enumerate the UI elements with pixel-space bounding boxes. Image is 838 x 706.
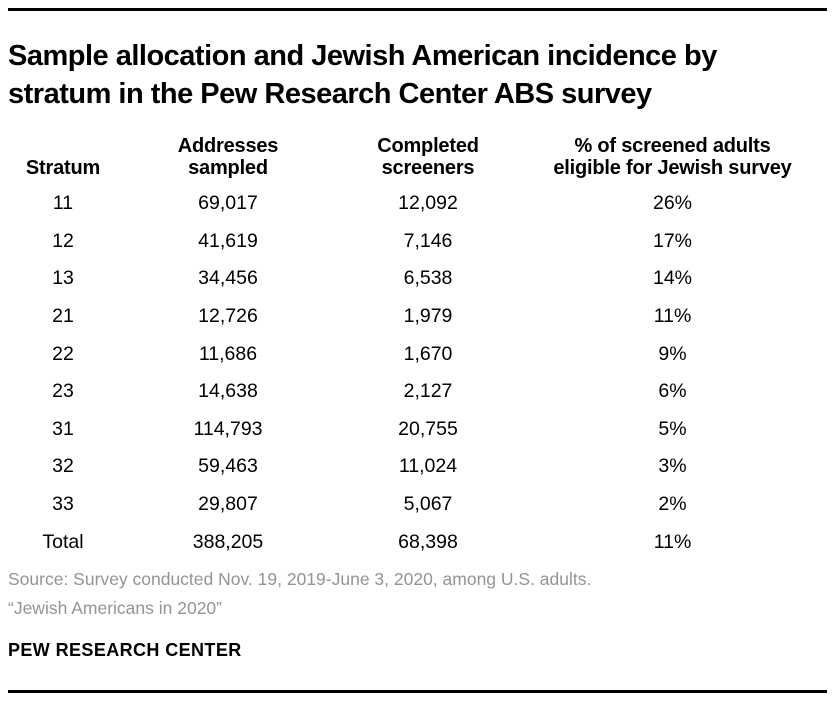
completed-screeners-cell: 1,979 (403, 305, 453, 328)
column-header-pct-eligible: % of screened adults eligible for Jewish… (553, 135, 792, 179)
completed-screeners-cell: 2,127 (403, 380, 453, 403)
report-title: “Jewish Americans in 2020” (8, 598, 222, 619)
completed-screeners-cell: 20,755 (398, 417, 458, 440)
addresses-sampled-cell: 29,807 (198, 493, 258, 516)
table-row: 22 11,686 1,670 9% (8, 335, 827, 373)
addresses-sampled-cell: 59,463 (198, 455, 258, 478)
table-row: 32 59,463 11,024 3% (8, 448, 827, 486)
pct-eligible-cell: 11% (653, 305, 692, 328)
table-row: Total 388,205 68,398 11% (8, 523, 827, 561)
completed-screeners-cell: 68,398 (398, 530, 458, 553)
stratum-cell: 12 (52, 229, 74, 252)
top-rule (8, 8, 827, 11)
addresses-sampled-cell: 114,793 (193, 417, 263, 440)
addresses-sampled-cell: 388,205 (192, 530, 264, 553)
column-header-stratum: Stratum (25, 157, 101, 179)
addresses-sampled-cell: 14,638 (198, 380, 258, 403)
completed-screeners-cell: 1,670 (403, 342, 453, 365)
completed-screeners-cell: 7,146 (403, 229, 453, 252)
addresses-sampled-cell: 12,726 (198, 305, 258, 328)
addresses-sampled-cell: 11,686 (198, 342, 258, 365)
stratum-cell: 13 (52, 267, 74, 290)
table-row: 12 41,619 7,146 17% (8, 223, 827, 261)
data-table: Stratum Addresses sampled Completed scre… (8, 135, 827, 561)
brand-wordmark: PEW RESEARCH CENTER (8, 639, 242, 660)
stratum-cell: 11 (52, 192, 74, 215)
stratum-cell: Total (42, 530, 84, 553)
completed-screeners-cell: 11,024 (398, 455, 458, 478)
bottom-rule (8, 690, 827, 693)
addresses-sampled-cell: 41,619 (198, 229, 258, 252)
pct-eligible-cell: 5% (658, 417, 687, 440)
table-row: 33 29,807 5,067 2% (8, 486, 827, 524)
column-header-addresses-sampled: Addresses sampled (177, 135, 279, 179)
table-body: 11 69,017 12,092 26% 12 41,619 7,146 17%… (8, 185, 827, 561)
table-row: 21 12,726 1,979 11% (8, 298, 827, 336)
stratum-cell: 21 (52, 305, 74, 328)
table-header-row: Stratum Addresses sampled Completed scre… (8, 135, 827, 185)
completed-screeners-cell: 5,067 (403, 493, 453, 516)
completed-screeners-cell: 12,092 (398, 192, 458, 215)
stratum-cell: 32 (52, 455, 74, 478)
pct-eligible-cell: 11% (653, 530, 692, 553)
stratum-cell: 33 (52, 493, 74, 516)
table-row: 13 34,456 6,538 14% (8, 260, 827, 298)
pct-eligible-cell: 14% (652, 267, 693, 290)
pct-eligible-cell: 3% (658, 455, 687, 478)
pct-eligible-cell: 17% (652, 229, 693, 252)
addresses-sampled-cell: 34,456 (198, 267, 258, 290)
addresses-sampled-cell: 69,017 (198, 192, 258, 215)
stratum-cell: 23 (52, 380, 74, 403)
completed-screeners-cell: 6,538 (403, 267, 453, 290)
pct-eligible-cell: 6% (658, 380, 687, 403)
source-note: Source: Survey conducted Nov. 19, 2019-J… (8, 565, 827, 624)
pct-eligible-cell: 9% (658, 342, 687, 365)
table-row: 23 14,638 2,127 6% (8, 373, 827, 411)
pct-eligible-cell: 26% (652, 192, 693, 215)
stratum-cell: 31 (52, 417, 74, 440)
page-title: Sample allocation and Jewish American in… (8, 40, 717, 110)
table-row: 31 114,793 20,755 5% (8, 411, 827, 449)
source-line: Source: Survey conducted Nov. 19, 2019-J… (8, 568, 592, 589)
stratum-cell: 22 (52, 342, 74, 365)
pct-eligible-cell: 2% (658, 493, 687, 516)
column-header-completed-screeners: Completed screeners (377, 135, 479, 179)
table-row: 11 69,017 12,092 26% (8, 185, 827, 223)
